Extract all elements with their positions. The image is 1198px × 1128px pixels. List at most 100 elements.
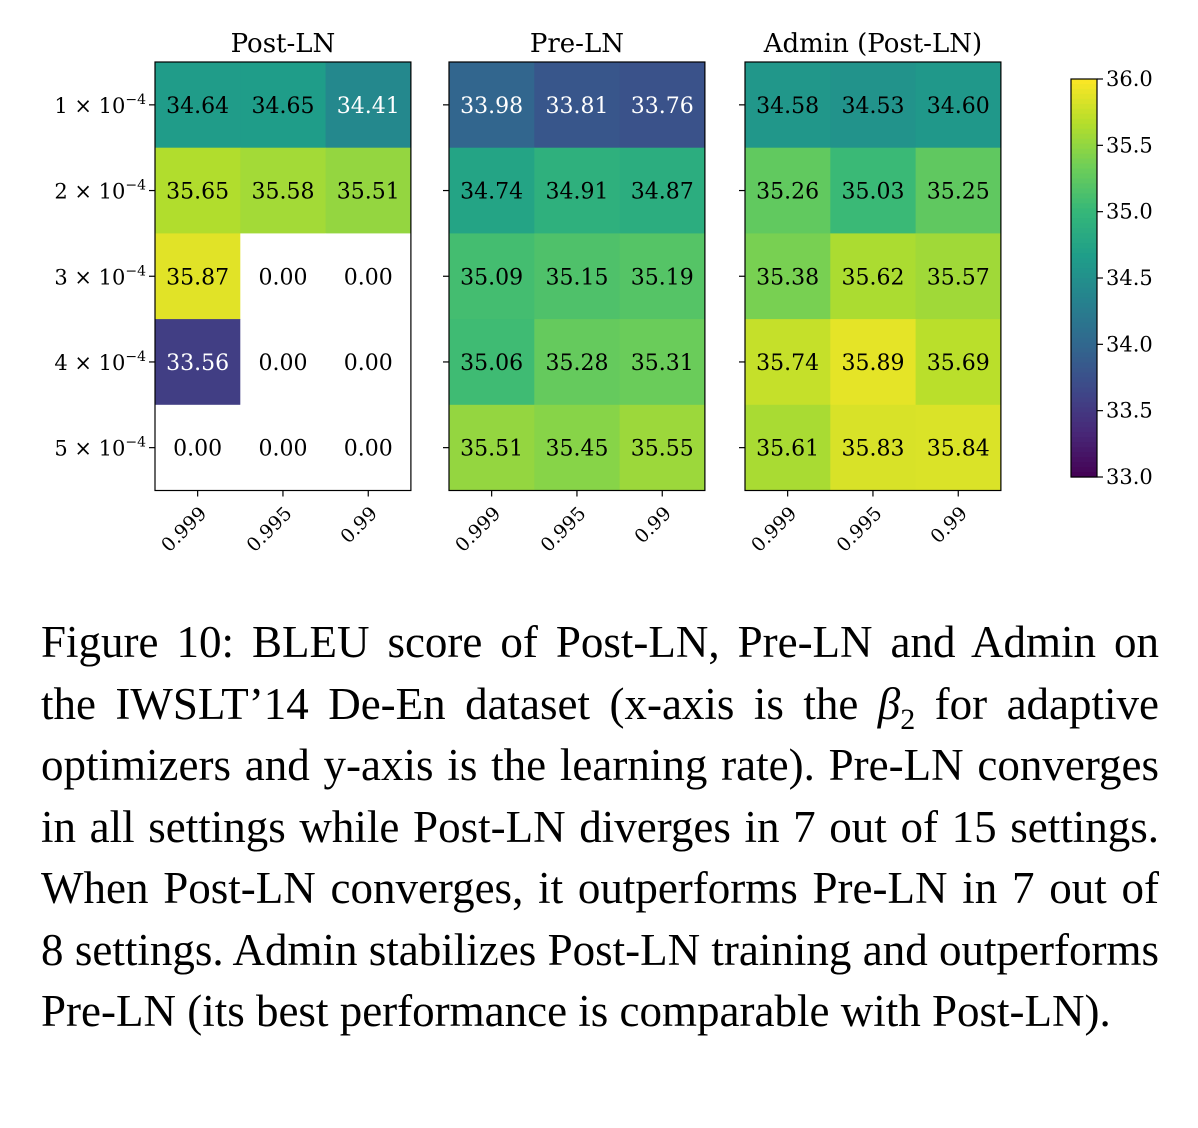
cell-value-label: 35.31	[631, 351, 694, 376]
cell-value-label: 35.09	[460, 265, 523, 290]
cell-value-label: 33.56	[166, 351, 229, 376]
colorbar-segment	[1071, 397, 1097, 403]
colorbar-segment	[1071, 417, 1097, 423]
heatmap-cell	[745, 233, 831, 320]
colorbar-segment	[1071, 332, 1097, 339]
colorbar-segment	[1071, 243, 1097, 249]
x-tick-label: 0.99	[630, 502, 675, 547]
heatmap-cell	[534, 404, 621, 491]
figure-caption: Figure 10: BLEU score of Post-LN, Pre-LN…	[41, 612, 1159, 1043]
colorbar-tick-label: 33.5	[1106, 399, 1153, 423]
colorbar-segment	[1071, 352, 1097, 359]
heatmap-cell	[325, 319, 412, 406]
cell-value-label: 35.51	[460, 437, 523, 462]
heatmap-cell	[240, 147, 327, 234]
cell-value-label: 35.25	[927, 180, 990, 205]
cell-value-label: 35.55	[631, 437, 694, 462]
cell-value-label: 34.41	[337, 94, 400, 119]
colorbar-segment	[1071, 437, 1097, 443]
heatmap-cell	[325, 233, 412, 320]
colorbar-segment	[1071, 377, 1097, 384]
heatmap-cell	[240, 62, 327, 149]
heatmap-cell	[830, 319, 917, 406]
colorbar-segment	[1071, 233, 1097, 239]
colorbar-segment	[1071, 98, 1097, 105]
colorbar-segment	[1071, 138, 1097, 145]
colorbar-segment	[1071, 278, 1097, 284]
y-tick-label: 1 × 10−4	[54, 92, 146, 118]
colorbar-segment	[1071, 462, 1097, 468]
heatmap-cell	[449, 404, 535, 491]
cell-value-label: 35.38	[756, 265, 819, 290]
y-tick-label: 3 × 10−4	[54, 263, 146, 289]
cell-value-label: 35.87	[166, 265, 229, 290]
cell-value-label: 35.58	[251, 180, 314, 205]
y-tick-label: 5 × 10−4	[54, 435, 146, 461]
heatmap-cell	[915, 233, 1002, 320]
cell-value-label: 33.98	[460, 94, 523, 119]
cell-value-label: 0.00	[258, 351, 307, 376]
cell-value-label: 35.19	[631, 265, 694, 290]
panel-title: Post-LN	[231, 29, 336, 59]
x-tick-label: 0.995	[536, 502, 590, 556]
y-tick-label: 2 × 10−4	[54, 178, 146, 204]
cell-value-label: 0.00	[344, 437, 393, 462]
x-tick-label: 0.99	[926, 502, 971, 547]
heatmap-cell	[915, 404, 1002, 491]
panel-title: Pre-LN	[530, 29, 624, 59]
colorbar-segment	[1071, 302, 1097, 309]
colorbar-segment	[1071, 253, 1097, 259]
colorbar-segment	[1071, 108, 1097, 115]
heatmap-cell	[619, 147, 706, 234]
caption-label: Figure 10:	[41, 617, 234, 667]
colorbar-segment	[1071, 113, 1097, 120]
colorbar-segment	[1071, 248, 1097, 254]
colorbar-segment	[1071, 432, 1097, 438]
colorbar-segment	[1071, 143, 1097, 150]
heatmap-cell	[619, 404, 706, 491]
cell-value-label: 35.06	[460, 351, 523, 376]
cell-value-label: 35.83	[841, 437, 904, 462]
heatmap-cell	[155, 62, 241, 149]
heatmap-cell	[325, 404, 412, 491]
heatmap-cell	[325, 147, 412, 234]
colorbar-segment	[1071, 79, 1097, 85]
heatmap-cell	[449, 147, 535, 234]
heatmap-cell	[449, 319, 535, 406]
colorbar-segment	[1071, 263, 1097, 269]
heatmap-cell	[534, 233, 621, 320]
cell-value-label: 0.00	[173, 437, 222, 462]
colorbar-segment	[1071, 382, 1097, 389]
heatmap-cell	[830, 404, 917, 491]
heatmap-cell	[830, 233, 917, 320]
colorbar-segment	[1071, 238, 1097, 244]
x-tick-label: 0.99	[336, 502, 381, 547]
cell-value-label: 35.57	[927, 265, 990, 290]
colorbar-tick-label: 33.0	[1106, 465, 1153, 489]
colorbar-segment	[1071, 297, 1097, 304]
colorbar-segment	[1071, 402, 1097, 408]
colorbar-segment	[1071, 467, 1097, 473]
y-tick-label: 4 × 10−4	[54, 349, 146, 375]
cell-value-label: 35.61	[756, 437, 819, 462]
colorbar-segment	[1071, 452, 1097, 458]
colorbar-tick-label: 36.0	[1106, 67, 1153, 91]
colorbar-segment	[1071, 208, 1097, 214]
cell-value-label: 0.00	[258, 265, 307, 290]
cell-value-label: 34.65	[251, 94, 314, 119]
colorbar-segment	[1071, 392, 1097, 398]
colorbar-segment	[1071, 442, 1097, 448]
heatmap-cell	[240, 404, 327, 491]
colorbar-segment	[1071, 203, 1097, 209]
colorbar-segment	[1071, 312, 1097, 319]
colorbar-segment	[1071, 273, 1097, 279]
heatmap-cell	[534, 147, 621, 234]
cell-value-label: 35.03	[841, 180, 904, 205]
cell-value-label: 34.74	[460, 180, 523, 205]
cell-value-label: 34.60	[927, 94, 990, 119]
heatmap-cell	[745, 404, 831, 491]
heatmap-cell	[830, 62, 917, 149]
colorbar-segment	[1071, 342, 1097, 349]
colorbar-tick-label: 35.0	[1106, 200, 1153, 224]
heatmap-cell	[915, 147, 1002, 234]
